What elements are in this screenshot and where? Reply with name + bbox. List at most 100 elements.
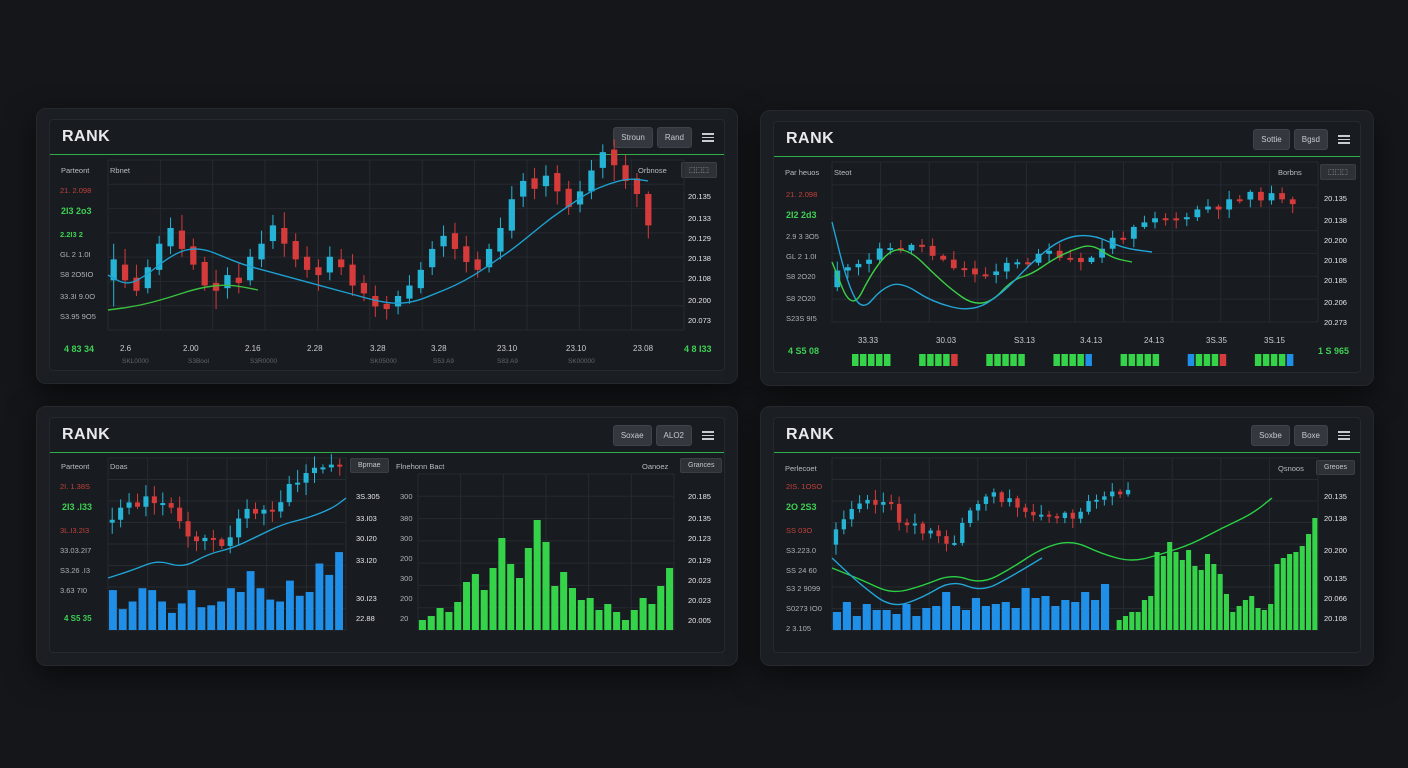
- toolbar-button-2[interactable]: Bgsd: [1293, 129, 1328, 150]
- candle: [542, 175, 550, 187]
- histogram-bar: [1268, 604, 1274, 630]
- candle: [876, 248, 883, 260]
- menu-icon[interactable]: [1338, 134, 1350, 146]
- toolbar-button-2[interactable]: ALO2: [655, 425, 692, 446]
- volume-bar: [902, 604, 911, 630]
- chart-panel-1: RANK Stroun Rand Parteont Rbnet Orbnose …: [36, 108, 738, 384]
- histogram-bar: [418, 620, 426, 630]
- candle: [1247, 191, 1254, 200]
- mid-axis-label: 33.I03: [356, 514, 377, 523]
- toolbar-button-1[interactable]: Soxae: [612, 425, 652, 446]
- histogram-axis-label: 380: [400, 514, 413, 523]
- x-axis-label: S3.13: [1014, 336, 1035, 345]
- candle: [1125, 489, 1131, 495]
- timeframe-pill[interactable]: ⬚⬚⬚: [1320, 164, 1356, 180]
- toolbar-button-1[interactable]: Stroun: [613, 127, 653, 148]
- candle: [531, 178, 538, 189]
- candle: [349, 264, 356, 286]
- left-axis-label: 2.2I3 2: [60, 230, 83, 239]
- candle: [967, 510, 973, 524]
- footer-value-right: 1 S 965: [1318, 346, 1350, 356]
- candle: [315, 267, 322, 276]
- x-axis-label: 3.28: [370, 344, 386, 353]
- right-axis-label: 20.108: [1324, 256, 1347, 265]
- x-axis-label: 3S.35: [1206, 336, 1227, 345]
- candle: [1035, 253, 1042, 263]
- histogram-bar: [1299, 546, 1305, 630]
- volume-bar: [919, 354, 926, 366]
- candle: [156, 243, 163, 270]
- candle: [406, 285, 413, 299]
- candle: [1023, 507, 1028, 512]
- right-axis-label: 20.200: [1324, 236, 1347, 245]
- candle: [1173, 218, 1180, 221]
- trend-line: [107, 178, 649, 304]
- right-axis-label: 20.023: [688, 596, 711, 605]
- candle: [1094, 499, 1099, 502]
- candle: [463, 246, 470, 262]
- volume-bar: [1051, 606, 1060, 630]
- volume-bar: [1011, 608, 1020, 630]
- volume-bar: [1071, 602, 1080, 630]
- left-axis-label: 2I3 .l33: [62, 502, 93, 512]
- histogram-bar: [1160, 556, 1166, 630]
- right-axis-label: 20.005: [688, 616, 711, 625]
- volume-bar: [884, 354, 891, 366]
- toolbar-button-2[interactable]: Boxe: [1293, 425, 1328, 446]
- candle: [645, 194, 652, 226]
- histogram-bar: [524, 548, 532, 630]
- volume-bar: [1211, 354, 1219, 366]
- candle: [303, 473, 309, 483]
- candle: [193, 536, 200, 542]
- volume-bar: [991, 604, 1000, 630]
- timeframe-pill[interactable]: ⬚⬚⬚: [681, 162, 717, 178]
- candle: [1279, 193, 1286, 200]
- menu-icon[interactable]: [702, 132, 714, 144]
- candle: [429, 248, 436, 268]
- moving-average-line: [831, 245, 1133, 304]
- toolbar-button-1[interactable]: Soxbe: [1251, 425, 1290, 446]
- volume-bar: [285, 580, 294, 630]
- mid-axis-label: 3S.305: [356, 492, 380, 501]
- right-axis-label: 20.138: [1324, 514, 1347, 523]
- menu-icon[interactable]: [702, 430, 714, 442]
- volume-bar: [832, 612, 842, 630]
- right-axis-label: 20.066: [1324, 594, 1347, 603]
- timeframe-pill[interactable]: Greoes: [1316, 460, 1355, 475]
- histogram-axis-label: 300: [400, 492, 413, 501]
- candlestick-chart: [831, 457, 1319, 631]
- candle: [167, 228, 174, 247]
- candle: [133, 277, 140, 291]
- histogram-bar: [1274, 564, 1280, 630]
- histogram-bar: [1223, 594, 1229, 630]
- histogram-axis-label: 200: [400, 594, 413, 603]
- histogram-axis-label: 300: [400, 574, 413, 583]
- histogram-bar: [1249, 596, 1255, 630]
- timeframe-pill[interactable]: Grances: [680, 458, 723, 473]
- volume-bar: [1081, 592, 1090, 630]
- volume-bar: [305, 592, 314, 630]
- indicator-label: Orbnose: [638, 166, 667, 175]
- left-axis-label: 3.63 7I0: [60, 586, 88, 595]
- candle: [485, 248, 493, 268]
- histogram-bar: [666, 568, 674, 630]
- menu-icon[interactable]: [1338, 430, 1350, 442]
- x-axis-sublabel: S3R0000: [250, 358, 278, 365]
- toolbar-button-1[interactable]: Sottie: [1253, 129, 1290, 150]
- right-axis-label: 20.185: [1324, 276, 1347, 285]
- histogram-bar: [1205, 554, 1211, 630]
- histogram-bar: [515, 578, 524, 630]
- volume-bar: [1262, 354, 1270, 366]
- candle: [889, 501, 894, 504]
- histogram-bar: [1211, 564, 1217, 630]
- volume-bar: [842, 602, 851, 630]
- candle: [1099, 248, 1105, 258]
- volume-bar: [1219, 354, 1227, 366]
- candle: [991, 492, 997, 497]
- candle: [1205, 206, 1211, 210]
- toolbar-button-2[interactable]: Rand: [656, 127, 692, 148]
- panel-header: RANK Sottie Bgsd: [774, 122, 1360, 157]
- histogram-bar: [648, 604, 656, 630]
- volume-bar: [128, 601, 137, 630]
- indicator-pill[interactable]: Bprnae: [350, 458, 389, 473]
